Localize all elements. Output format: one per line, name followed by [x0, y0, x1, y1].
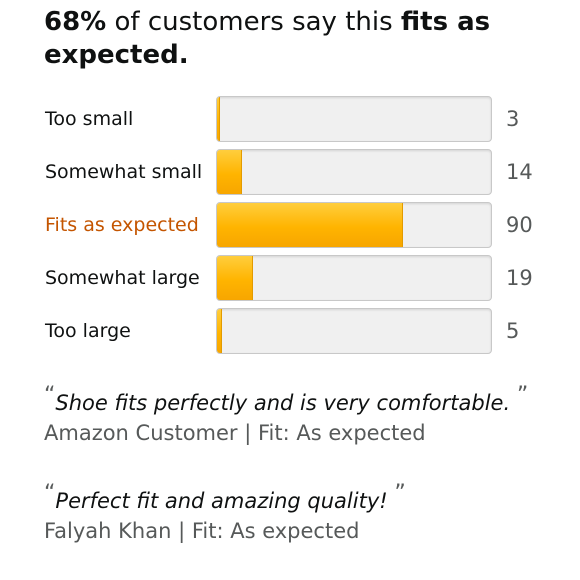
close-quote-mark: ” — [394, 481, 406, 506]
review-fit: Fit: As expected — [258, 421, 426, 445]
fit-count: 5 — [506, 319, 520, 343]
review-quote: “Perfect fit and amazing quality! ” — [44, 481, 564, 517]
fit-row-fits-as-expected[interactable]: Fits as expected 90 — [0, 202, 580, 248]
fit-bar-fill — [217, 309, 223, 353]
fit-row-somewhat-small[interactable]: Somewhat small 14 — [0, 149, 580, 195]
fit-count: 3 — [506, 107, 520, 131]
fit-label: Too small — [45, 108, 134, 130]
review-quote-text: Perfect fit and amazing quality! — [55, 489, 395, 513]
fit-count: 19 — [506, 266, 533, 290]
fit-bar-fill — [217, 203, 404, 247]
review-meta: Amazon Customer | Fit: As expected — [44, 419, 564, 447]
fit-bar-track — [216, 202, 492, 248]
review-separator: | — [171, 519, 192, 543]
close-quote-mark: ” — [516, 383, 529, 408]
fit-bar-track — [216, 149, 492, 195]
fit-count: 90 — [506, 213, 533, 237]
review-snippet: “Perfect fit and amazing quality! ” Faly… — [44, 481, 564, 545]
fit-count: 14 — [506, 160, 533, 184]
fit-bar-fill — [217, 256, 253, 300]
open-quote-mark: “ — [44, 383, 56, 408]
review-fit: Fit: As expected — [191, 519, 360, 543]
fit-summary-emphasis: fits as expected. — [44, 7, 491, 70]
review-quote-text: Shoe fits perfectly and is very comforta… — [55, 391, 517, 415]
fit-label: Fits as expected — [45, 214, 199, 236]
fit-bar-fill — [217, 150, 242, 194]
fit-row-somewhat-large[interactable]: Somewhat large 19 — [0, 255, 580, 301]
fit-bar-track — [216, 96, 492, 142]
fit-summary-headline: 68% of customers say this fits as expect… — [44, 6, 544, 72]
fit-label: Somewhat large — [45, 267, 200, 289]
fit-label: Too large — [45, 320, 131, 342]
fit-bar-fill — [217, 97, 220, 141]
fit-row-too-large[interactable]: Too large 5 — [0, 308, 580, 354]
fit-bar-track — [216, 255, 492, 301]
fit-summary-text: of customers say this — [106, 7, 401, 37]
review-quote: “Shoe fits perfectly and is very comfort… — [44, 383, 564, 419]
fit-label: Somewhat small — [45, 161, 203, 183]
open-quote-mark: “ — [44, 481, 56, 506]
review-author: Falyah Khan — [44, 519, 172, 543]
fit-bar-track — [216, 308, 492, 354]
review-snippet: “Shoe fits perfectly and is very comfort… — [44, 383, 564, 447]
review-meta: Falyah Khan | Fit: As expected — [44, 517, 564, 545]
fit-row-too-small[interactable]: Too small 3 — [0, 96, 580, 142]
fit-percent: 68% — [44, 7, 107, 37]
review-author: Amazon Customer — [44, 421, 238, 445]
review-separator: | — [237, 421, 258, 445]
